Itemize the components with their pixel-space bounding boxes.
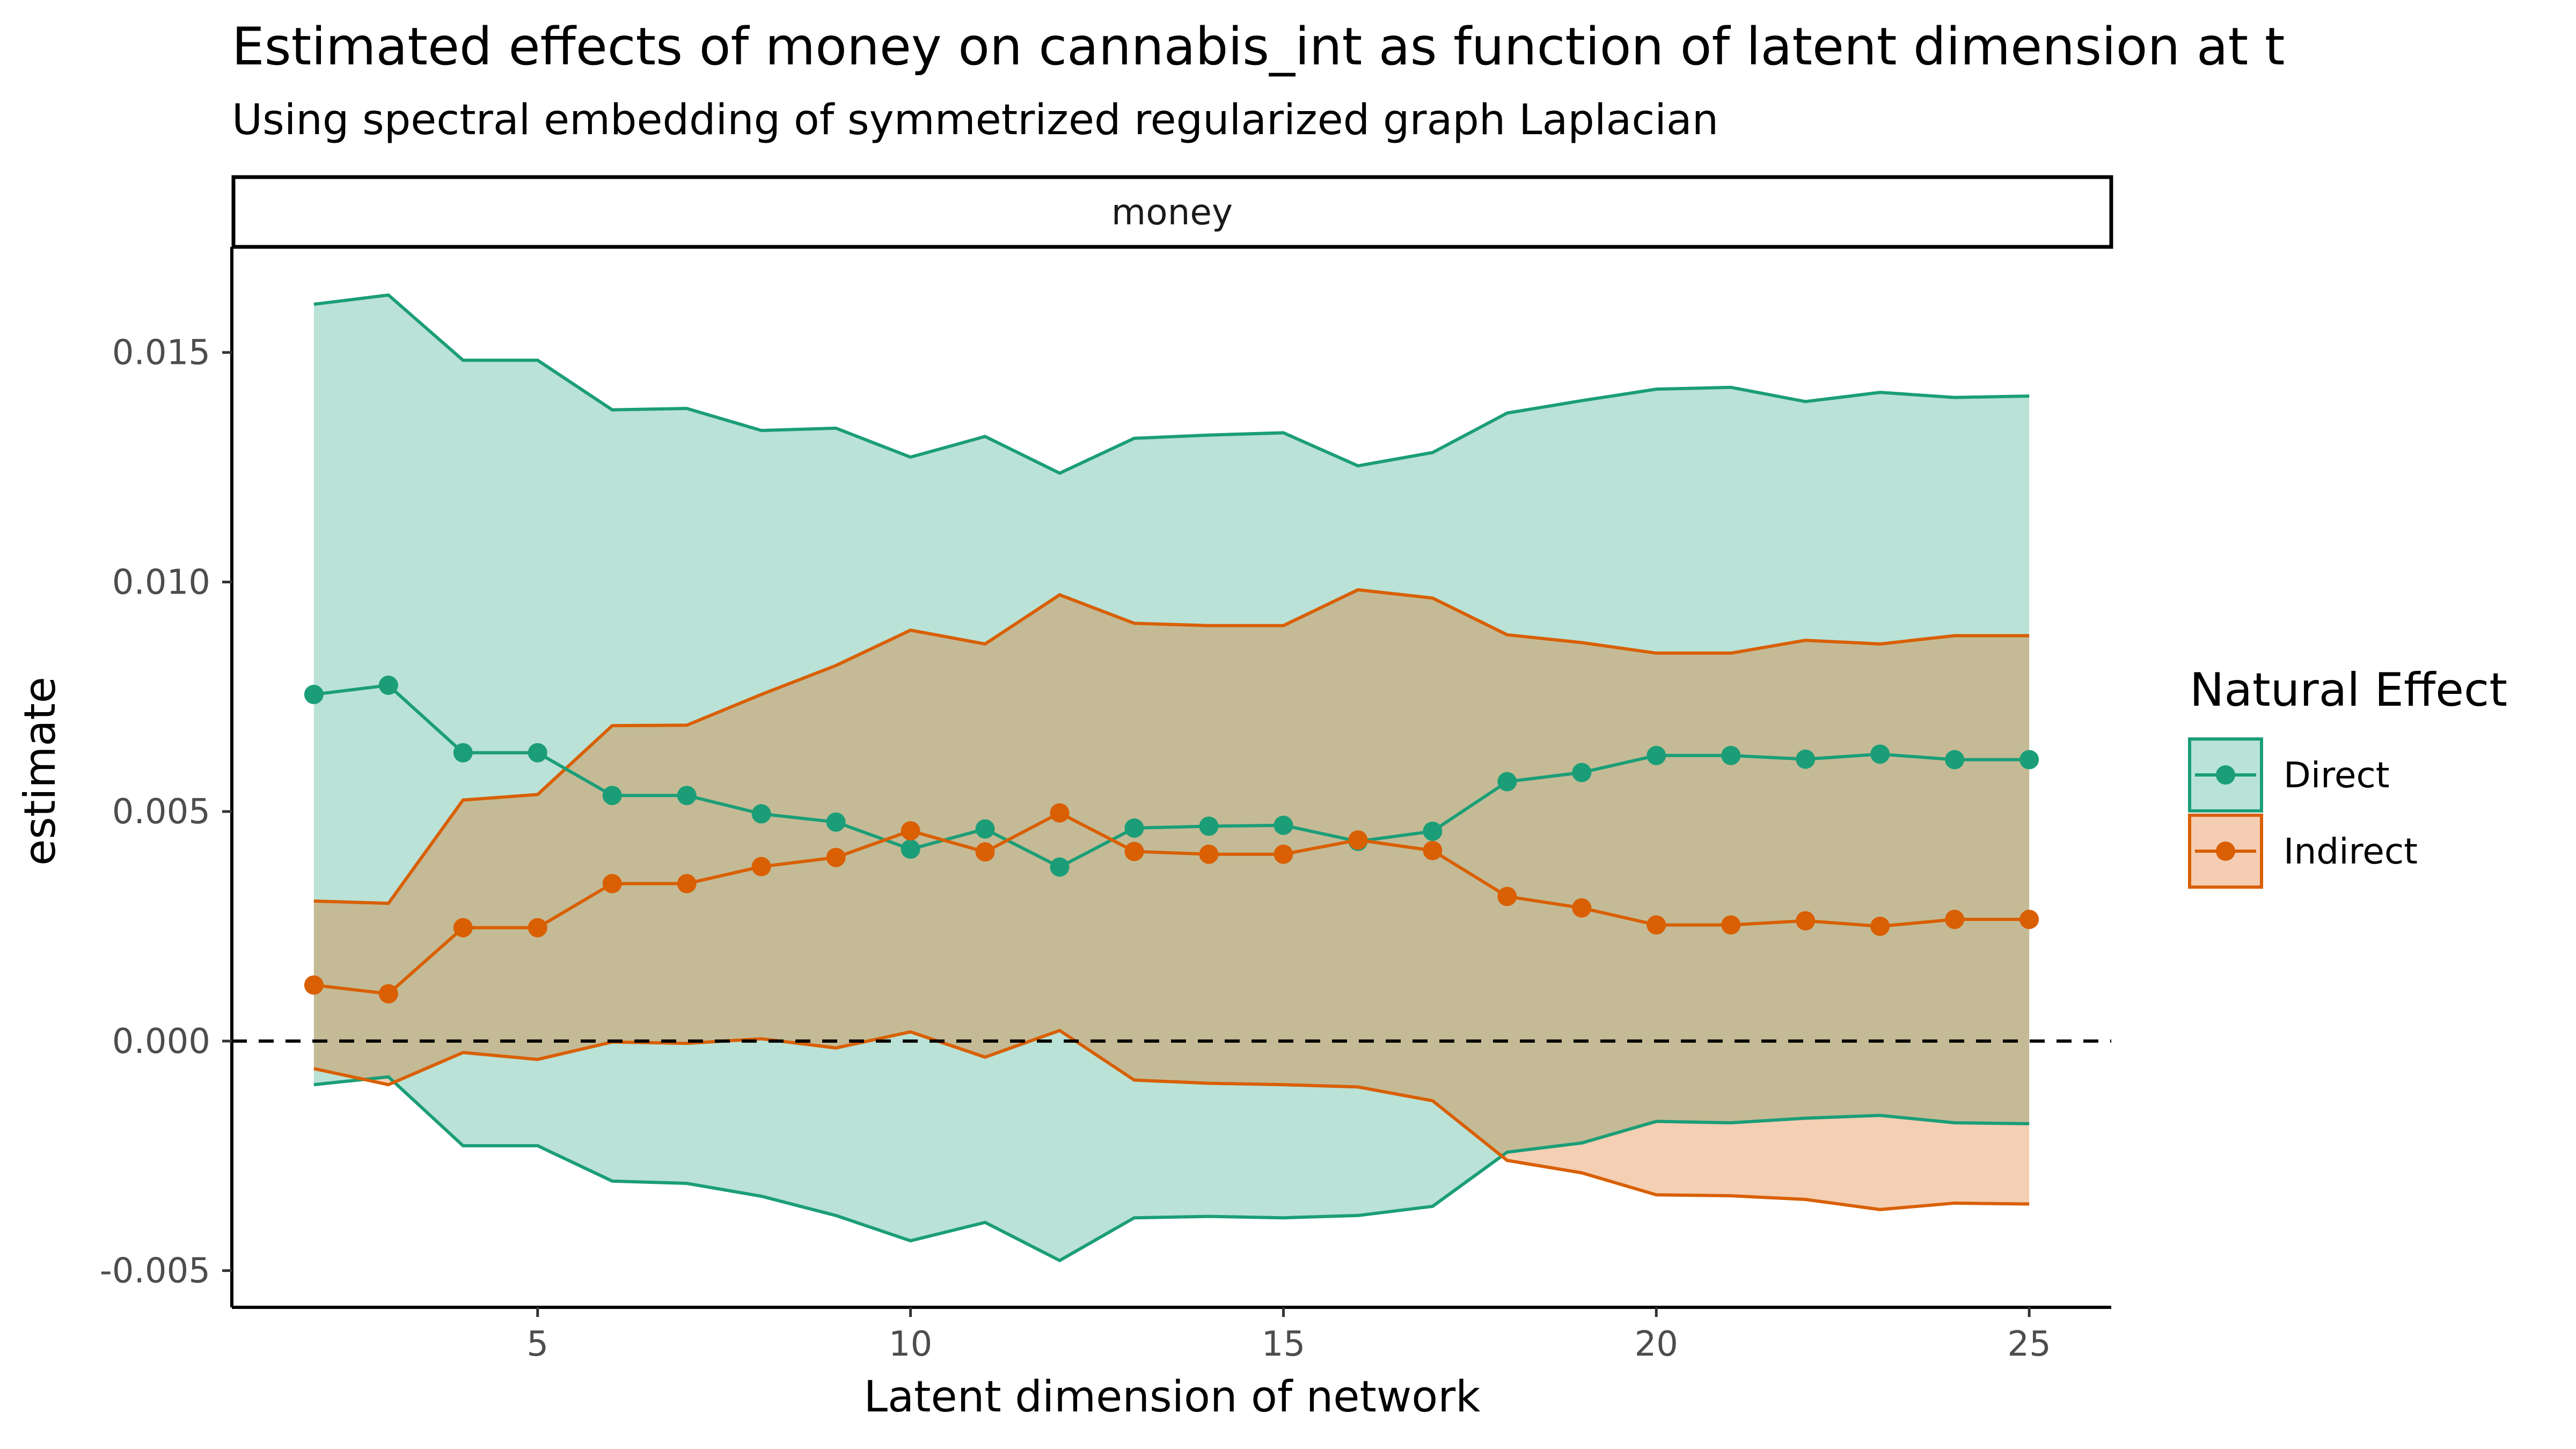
y-tick-label: 0.015 bbox=[112, 333, 210, 373]
y-tick-label: -0.005 bbox=[100, 1252, 210, 1291]
data-point-indirect bbox=[901, 821, 920, 841]
x-tick-label: 15 bbox=[1262, 1324, 1305, 1364]
data-point-direct bbox=[378, 675, 398, 695]
ribbon-upper-line-indirect bbox=[313, 588, 2030, 905]
data-point-indirect bbox=[1721, 915, 1741, 935]
ribbon-lower-line-indirect bbox=[313, 1028, 2030, 1211]
data-point-direct bbox=[1572, 763, 1592, 782]
series-line-direct bbox=[313, 683, 2030, 869]
data-point-indirect bbox=[1348, 830, 1368, 850]
x-tick-label: 10 bbox=[889, 1324, 932, 1364]
data-point-indirect bbox=[1050, 803, 1070, 823]
legend-key-point-direct bbox=[2216, 765, 2235, 785]
ribbon-direct bbox=[313, 295, 2030, 1261]
data-point-indirect bbox=[2019, 910, 2039, 930]
data-point-direct bbox=[901, 839, 920, 859]
data-point-indirect bbox=[975, 842, 995, 862]
data-point-direct bbox=[751, 804, 771, 824]
data-point-direct bbox=[2019, 750, 2039, 770]
data-point-indirect bbox=[304, 975, 324, 995]
data-point-direct bbox=[602, 786, 622, 806]
ribbon-lower-line-direct bbox=[313, 1075, 2030, 1263]
legend-label-direct: Direct bbox=[2284, 755, 2390, 796]
data-point-direct bbox=[1945, 750, 1965, 770]
data-point-direct bbox=[1423, 821, 1443, 841]
data-point-direct bbox=[1124, 818, 1144, 838]
chart-title: Estimated effects of money on cannabis_i… bbox=[232, 17, 2285, 77]
legend-label-indirect: Indirect bbox=[2284, 831, 2418, 872]
data-point-direct bbox=[1796, 749, 1816, 769]
ribbon-indirect bbox=[313, 589, 2030, 1210]
plot-panel: -0.005 0.000 0.005 0.010 0.015 5 10 15 20 25 bbox=[100, 247, 2111, 1364]
data-point-indirect bbox=[1870, 917, 1890, 936]
data-point-direct bbox=[1199, 816, 1219, 836]
data-point-indirect bbox=[1796, 911, 1816, 931]
chart-subtitle: Using spectral embedding of symmetrized … bbox=[232, 96, 1718, 144]
data-point-indirect bbox=[1274, 844, 1293, 864]
data-point-direct bbox=[453, 743, 473, 763]
data-point-indirect bbox=[1945, 910, 1965, 930]
data-point-indirect bbox=[602, 874, 622, 894]
data-point-indirect bbox=[826, 847, 846, 867]
data-point-direct bbox=[1274, 815, 1293, 835]
data-point-direct bbox=[304, 685, 324, 705]
data-point-indirect bbox=[677, 874, 697, 894]
data-point-indirect bbox=[453, 918, 473, 938]
data-point-indirect bbox=[528, 918, 547, 938]
data-point-indirect bbox=[1572, 898, 1592, 918]
data-point-direct bbox=[975, 819, 995, 839]
facet-strip-label: money bbox=[1111, 192, 1233, 233]
data-point-indirect bbox=[751, 857, 771, 876]
x-tick-label: 5 bbox=[526, 1324, 548, 1364]
x-axis-title: Latent dimension of network bbox=[864, 1372, 1481, 1422]
legend-title: Natural Effect bbox=[2190, 663, 2507, 717]
x-tick-label: 25 bbox=[2007, 1324, 2051, 1364]
data-point-direct bbox=[528, 743, 547, 763]
data-point-indirect bbox=[1124, 841, 1144, 861]
data-point-direct bbox=[826, 812, 846, 832]
facet-strip bbox=[231, 175, 2113, 249]
y-tick-label: 0.005 bbox=[112, 792, 210, 832]
data-point-direct bbox=[1870, 744, 1890, 764]
data-point-indirect bbox=[1423, 840, 1443, 860]
legend-key-point-indirect bbox=[2216, 841, 2235, 861]
y-axis-title: estimate bbox=[15, 677, 65, 866]
data-point-direct bbox=[1721, 745, 1741, 765]
ribbon-upper-line-direct bbox=[313, 293, 2030, 475]
data-point-direct bbox=[1646, 745, 1666, 765]
data-point-indirect bbox=[1646, 915, 1666, 935]
y-tick-label: 0.010 bbox=[112, 562, 210, 602]
data-point-direct bbox=[677, 786, 697, 806]
data-point-indirect bbox=[1497, 887, 1517, 906]
series-line-indirect bbox=[313, 811, 2030, 996]
data-point-indirect bbox=[378, 984, 398, 1004]
data-point-direct bbox=[1497, 772, 1517, 792]
x-tick-label: 20 bbox=[1635, 1324, 1678, 1364]
data-point-indirect bbox=[1199, 844, 1219, 864]
y-tick-label: 0.000 bbox=[112, 1022, 210, 1062]
legend: Natural Effect Direct Indirect bbox=[2188, 663, 2507, 889]
data-point-direct bbox=[1050, 857, 1070, 877]
